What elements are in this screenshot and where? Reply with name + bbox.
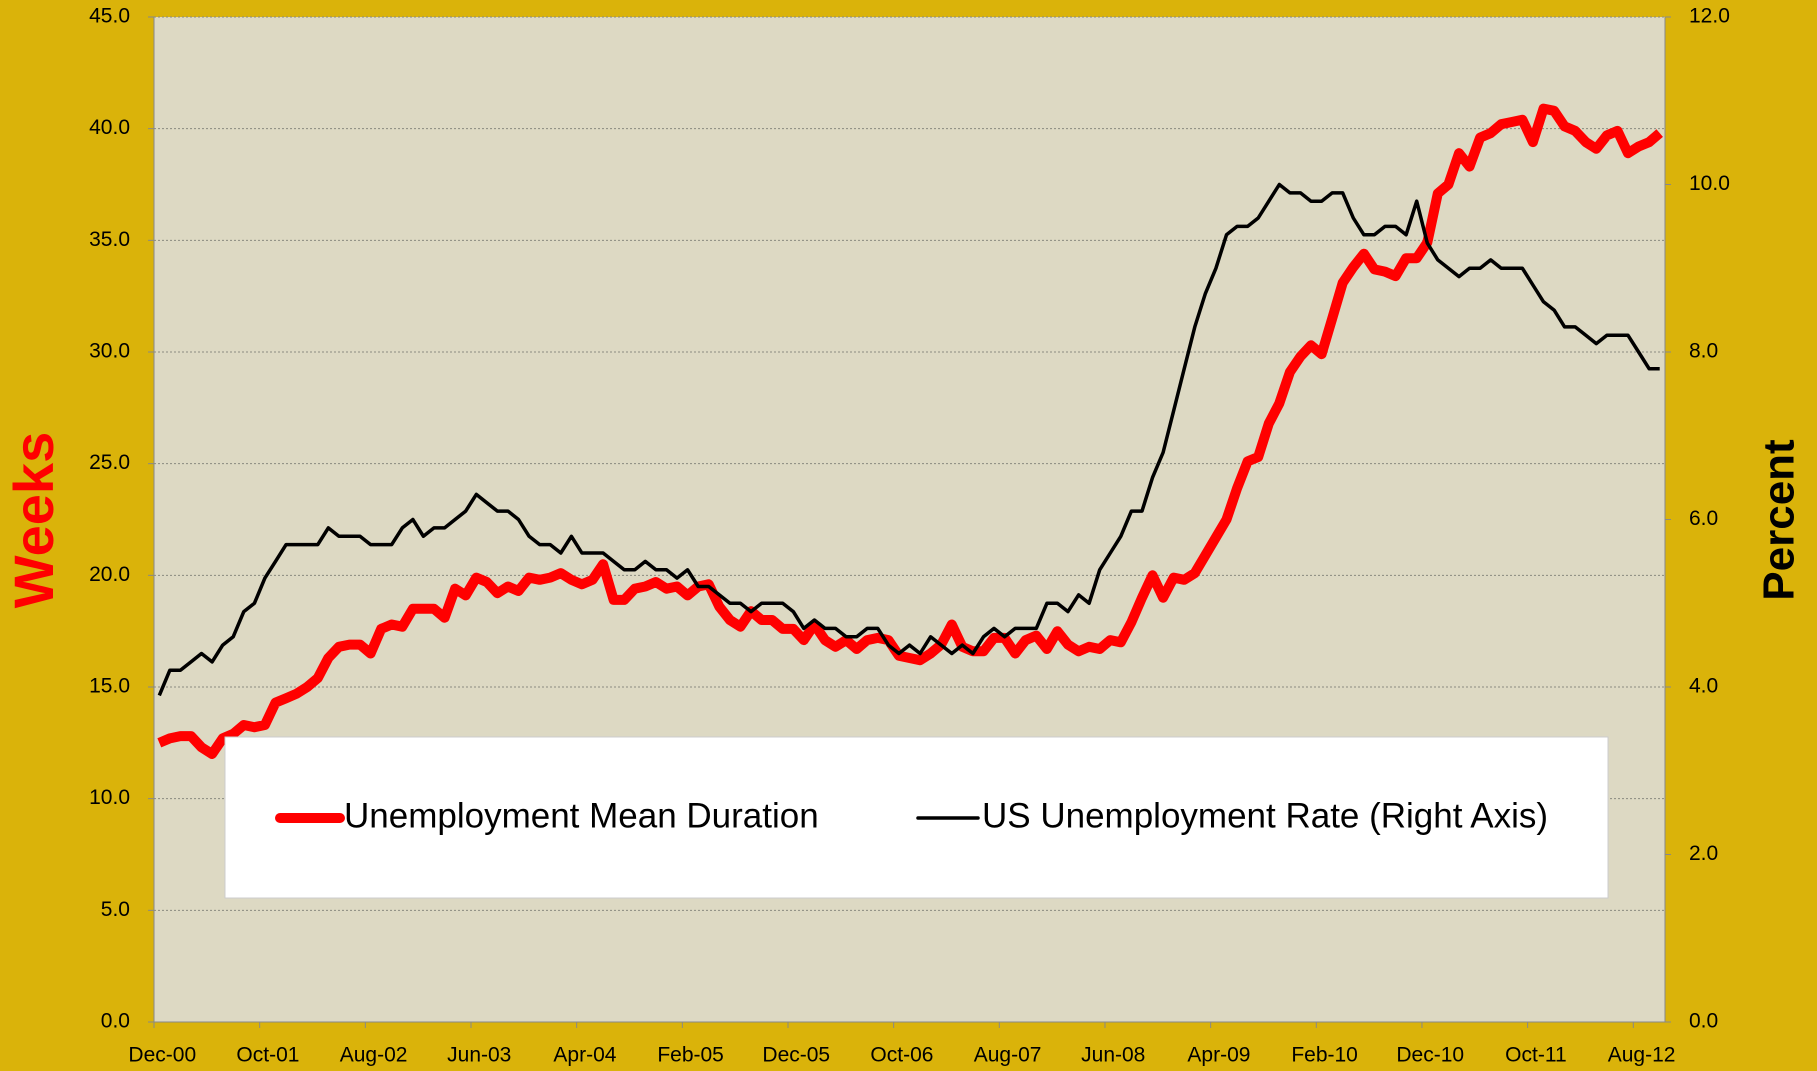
y2-tick-label: 12.0 — [1689, 5, 1730, 28]
y-tick-label: 25.0 — [89, 451, 130, 474]
y-tick-label: 5.0 — [101, 898, 130, 921]
x-tick-label: Dec-05 — [762, 1044, 830, 1067]
y-tick-label: 30.0 — [89, 340, 130, 363]
x-tick-label: Jun-08 — [1081, 1044, 1145, 1067]
y2-tick-label: 6.0 — [1689, 507, 1718, 530]
y-axis-title: Weeks — [2, 432, 65, 608]
x-tick-label: Feb-05 — [657, 1044, 724, 1067]
y-tick-label: 45.0 — [89, 5, 130, 28]
y2-tick-label: 10.0 — [1689, 172, 1730, 195]
y-tick-label: 10.0 — [89, 786, 130, 809]
x-tick-label: Apr-09 — [1187, 1044, 1250, 1067]
y2-axis-title: Percent — [1755, 439, 1804, 601]
y2-tick-label: 0.0 — [1689, 1010, 1718, 1033]
y-tick-label: 40.0 — [89, 116, 130, 139]
x-tick-label: Oct-06 — [870, 1044, 933, 1067]
x-tick-label: Oct-11 — [1505, 1044, 1566, 1067]
x-tick-label: Oct-01 — [236, 1044, 299, 1067]
x-tick-label: Dec-10 — [1396, 1044, 1464, 1067]
x-tick-label: Aug-12 — [1608, 1044, 1676, 1067]
x-tick-label: Aug-02 — [340, 1044, 408, 1067]
series-line — [157, 103, 1663, 759]
y-tick-label: 35.0 — [89, 228, 130, 251]
x-tick-label: Apr-04 — [553, 1044, 616, 1067]
x-tick-label: Jun-03 — [447, 1044, 511, 1067]
series-line — [157, 182, 1660, 697]
y-tick-label: 20.0 — [89, 563, 130, 586]
x-tick-label: Aug-07 — [974, 1044, 1042, 1067]
y2-tick-label: 8.0 — [1689, 340, 1718, 363]
y2-tick-label: 4.0 — [1689, 675, 1718, 698]
y-tick-label: 0.0 — [101, 1010, 130, 1033]
x-tick-label: Dec-00 — [128, 1044, 196, 1067]
x-tick-label: Feb-10 — [1291, 1044, 1358, 1067]
y2-tick-label: 2.0 — [1689, 842, 1718, 865]
legend-label: Unemployment Mean Duration — [344, 796, 819, 835]
legend-label: US Unemployment Rate (Right Axis) — [982, 796, 1548, 835]
y-tick-label: 15.0 — [89, 675, 130, 698]
